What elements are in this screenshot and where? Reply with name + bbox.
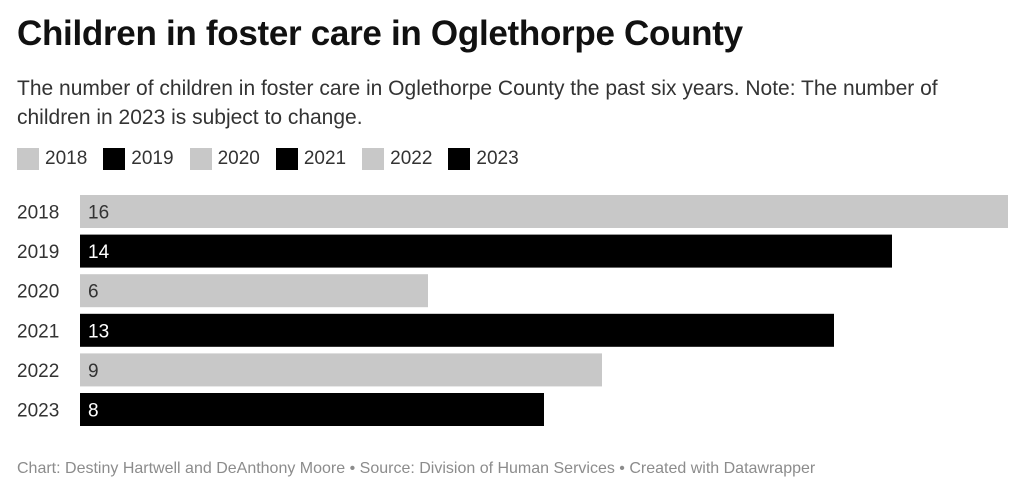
legend-swatch xyxy=(448,148,471,170)
value-label: 9 xyxy=(88,361,99,382)
legend-label: 2023 xyxy=(476,148,519,169)
legend-item: 2023 xyxy=(448,148,519,170)
value-label: 16 xyxy=(88,203,109,224)
value-label: 6 xyxy=(88,282,99,303)
legend-label: 2019 xyxy=(131,148,174,169)
legend-label: 2018 xyxy=(45,148,88,169)
category-label: 2020 xyxy=(17,282,59,303)
chart-footer: Chart: Destiny Hartwell and DeAnthony Mo… xyxy=(17,460,816,477)
bar xyxy=(80,393,544,426)
chart-legend: 2018 2019 2020 2021 2022 2023 xyxy=(17,148,535,170)
bar xyxy=(80,195,1008,228)
legend-item: 2021 xyxy=(275,148,347,170)
legend-swatch xyxy=(275,148,298,170)
category-label: 2021 xyxy=(17,321,59,342)
legend-swatch xyxy=(362,148,385,170)
bar xyxy=(80,353,602,387)
legend-swatch xyxy=(189,148,212,170)
legend-swatch xyxy=(103,148,126,170)
legend-item: 2022 xyxy=(362,148,432,170)
chart-title: Children in foster care in Oglethorpe Co… xyxy=(17,14,743,53)
value-label: 8 xyxy=(88,401,99,422)
legend-label: 2020 xyxy=(217,148,260,169)
category-label: 2019 xyxy=(17,242,59,263)
legend-swatch xyxy=(17,148,39,170)
legend-label: 2021 xyxy=(303,148,347,169)
chart-subtitle: The number of children in foster care in… xyxy=(17,77,938,129)
legend-item: 2019 xyxy=(103,148,174,170)
value-label: 14 xyxy=(88,242,110,263)
legend-item: 2018 xyxy=(17,148,87,170)
legend-label: 2022 xyxy=(390,148,433,169)
bar-chart: 2018 16 2019 14 2020 6 2021 13 2022 9 2023 8 xyxy=(17,195,1008,426)
category-label: 2022 xyxy=(17,361,59,382)
bar xyxy=(80,234,892,268)
legend-item: 2020 xyxy=(189,148,260,170)
category-label: 2023 xyxy=(17,401,59,422)
bar xyxy=(80,313,834,347)
value-label: 13 xyxy=(88,321,109,342)
category-label: 2018 xyxy=(17,203,59,224)
bar xyxy=(80,274,428,308)
